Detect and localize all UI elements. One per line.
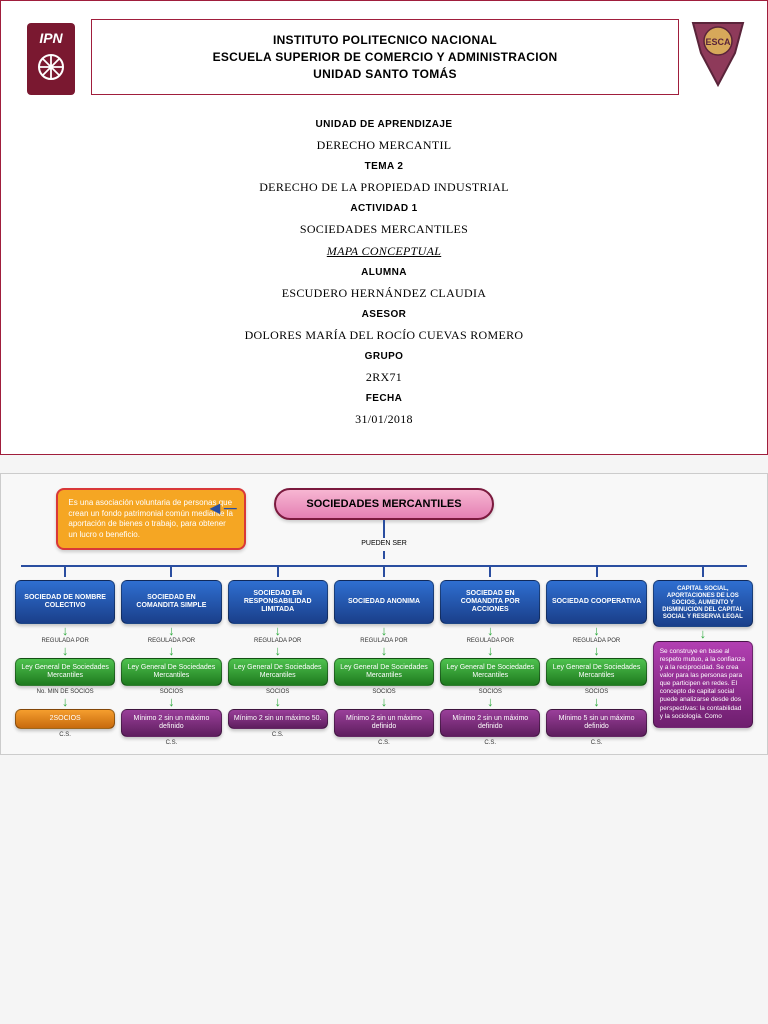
arrow-down-icon: ↓ [487, 627, 494, 635]
unidad-label: UNIDAD DE APRENDIZAJE [21, 115, 747, 134]
arrow-down-icon: ↓ [168, 647, 175, 655]
header-row: IPN INSTITUTO POLITECNICO NACIONAL ESCUE… [21, 19, 747, 99]
svg-text:ESCA: ESCA [705, 37, 731, 47]
actividad-label: ACTIVIDAD 1 [21, 199, 747, 218]
category-node: SOCIEDAD ANONIMA [334, 580, 434, 624]
horizontal-connector [21, 565, 747, 567]
socios-node: 2SOCIOS [15, 709, 115, 729]
ley-node: Ley General De Sociedades Mercantiles [228, 658, 328, 686]
socios-node: Mínimo 2 sin un máximo definido [121, 709, 221, 737]
socios-node: Mínimo 2 sin un máximo 50. [228, 709, 328, 729]
arrow-down-icon: ↓ [62, 647, 69, 655]
arrow-down-icon: ↓ [274, 698, 281, 706]
capital-note: Se construye en base al respeto mutuo, a… [653, 641, 753, 728]
arrow-down-icon: ↓ [487, 647, 494, 655]
asesor-label: ASESOR [21, 305, 747, 324]
column-comandita-simple: SOCIEDAD EN COMANDITA SIMPLE ↓ REGULADA … [121, 567, 221, 746]
cs-label: C.S. [378, 740, 390, 746]
arrow-down-icon: ↓ [487, 698, 494, 706]
column-cooperativa: SOCIEDAD COOPERATIVA ↓ REGULADA POR ↓ Le… [546, 567, 646, 746]
diagram-top-row: Es una asociación voluntaria de personas… [9, 488, 759, 559]
grupo-value: 2RX71 [21, 366, 747, 389]
cs-label: C.S. [59, 732, 71, 738]
category-node: SOCIEDAD EN COMANDITA POR ACCIONES [440, 580, 540, 624]
arrow-down-icon: ↓ [593, 698, 600, 706]
ley-node: Ley General De Sociedades Mercantiles [546, 658, 646, 686]
ipn-logo-icon: IPN [21, 19, 81, 99]
category-node: SOCIEDAD EN COMANDITA SIMPLE [121, 580, 221, 624]
alumna-label: ALUMNA [21, 263, 747, 282]
institution-line2: ESCUELA SUPERIOR DE COMERCIO Y ADMINISTR… [100, 50, 670, 64]
unidad-value: DERECHO MERCANTIL [21, 134, 747, 157]
arrow-down-icon: ↓ [381, 647, 388, 655]
arrow-down-icon: ↓ [700, 630, 707, 638]
column-resp-limitada: SOCIEDAD EN RESPONSABILIDAD LIMITADA ↓ R… [228, 567, 328, 746]
cs-label: C.S. [484, 740, 496, 746]
alumna-value: ESCUDERO HERNÁNDEZ CLAUDIA [21, 282, 747, 305]
cs-label: C.S. [272, 732, 284, 738]
column-comandita-acciones: SOCIEDAD EN COMANDITA POR ACCIONES ↓ REG… [440, 567, 540, 746]
title-box: INSTITUTO POLITECNICO NACIONAL ESCUELA S… [91, 19, 679, 95]
arrow-down-icon: ↓ [381, 698, 388, 706]
socios-node: Mínimo 5 sin un máximo definido [546, 709, 646, 737]
cs-label: C.S. [591, 740, 603, 746]
asesor-value: DOLORES MARÍA DEL ROCÍO CUEVAS ROMERO [21, 324, 747, 347]
category-node: CAPITAL SOCIAL, APORTACIONES DE LOS SOCI… [653, 580, 753, 626]
category-node: SOCIEDAD COOPERATIVA [546, 580, 646, 624]
cs-label: C.S. [166, 740, 178, 746]
socios-node: Mínimo 2 sin un máximo definido [440, 709, 540, 737]
category-node: SOCIEDAD EN RESPONSABILIDAD LIMITADA [228, 580, 328, 624]
pueden-ser-label: PUEDEN SER [361, 540, 407, 547]
column-colectivo: SOCIEDAD DE NOMBRE COLECTIVO ↓ REGULADA … [15, 567, 115, 746]
arrow-down-icon: ↓ [62, 698, 69, 706]
socios-node: Mínimo 2 sin un máximo definido [334, 709, 434, 737]
category-columns: SOCIEDAD DE NOMBRE COLECTIVO ↓ REGULADA … [9, 567, 759, 746]
concept-map-page: ◄─ Es una asociación voluntaria de perso… [0, 473, 768, 755]
diagram-title: SOCIEDADES MERCANTILES [274, 488, 493, 520]
fecha-value: 31/01/2018 [21, 408, 747, 431]
actividad-value: SOCIEDADES MERCANTILES [21, 218, 747, 241]
arrow-down-icon: ↓ [593, 647, 600, 655]
category-node: SOCIEDAD DE NOMBRE COLECTIVO [15, 580, 115, 624]
arrow-down-icon: ↓ [168, 627, 175, 635]
fecha-label: FECHA [21, 389, 747, 408]
arrow-down-icon: ↓ [168, 698, 175, 706]
arrow-down-icon: ↓ [381, 627, 388, 635]
institution-line3: UNIDAD SANTO TOMÁS [100, 67, 670, 81]
cover-meta: UNIDAD DE APRENDIZAJE DERECHO MERCANTIL … [21, 115, 747, 430]
column-anonima: SOCIEDAD ANONIMA ↓ REGULADA POR ↓ Ley Ge… [334, 567, 434, 746]
connector-arrow-icon: ◄─ [206, 498, 237, 519]
ley-node: Ley General De Sociedades Mercantiles [440, 658, 540, 686]
grupo-label: GRUPO [21, 347, 747, 366]
arrow-down-icon: ↓ [62, 627, 69, 635]
ley-node: Ley General De Sociedades Mercantiles [15, 658, 115, 686]
ley-node: Ley General De Sociedades Mercantiles [121, 658, 221, 686]
svg-text:IPN: IPN [39, 30, 63, 46]
institution-line1: INSTITUTO POLITECNICO NACIONAL [100, 33, 670, 47]
mapa-label: MAPA CONCEPTUAL [21, 240, 747, 263]
cover-page: IPN INSTITUTO POLITECNICO NACIONAL ESCUE… [0, 0, 768, 455]
tema-value: DERECHO DE LA PROPIEDAD INDUSTRIAL [21, 176, 747, 199]
column-capital-social: CAPITAL SOCIAL, APORTACIONES DE LOS SOCI… [653, 567, 753, 746]
arrow-down-icon: ↓ [274, 647, 281, 655]
esca-logo-icon: ESCA [689, 19, 747, 89]
tema-label: TEMA 2 [21, 157, 747, 176]
ley-node: Ley General De Sociedades Mercantiles [334, 658, 434, 686]
arrow-down-icon: ↓ [593, 627, 600, 635]
arrow-down-icon: ↓ [274, 627, 281, 635]
